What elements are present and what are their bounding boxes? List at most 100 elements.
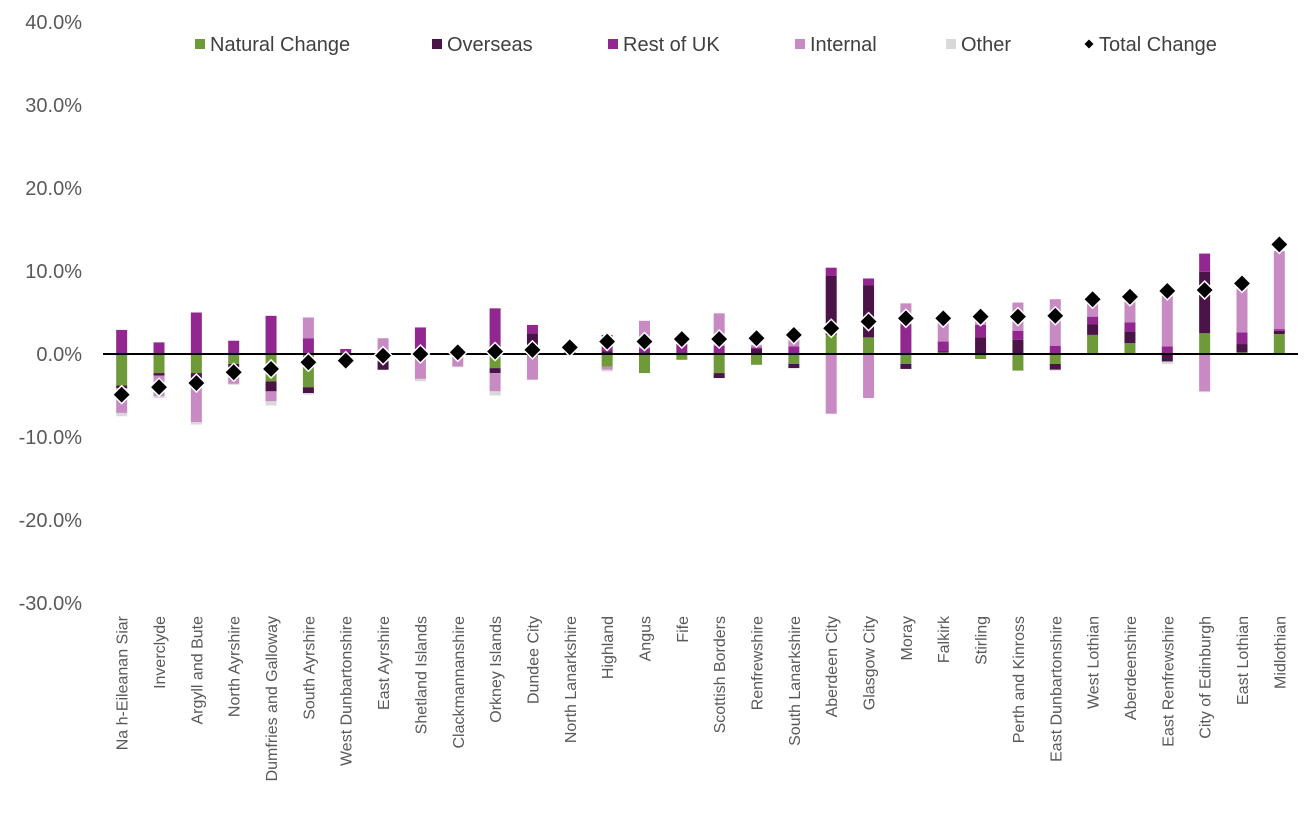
legend-label: Total Change	[1099, 34, 1217, 56]
legend-swatch	[946, 39, 956, 49]
bar-segment	[713, 345, 725, 354]
bar-segment	[228, 340, 240, 354]
bar-segment	[863, 337, 875, 354]
x-tick-label: South Lanarkshire	[787, 616, 804, 746]
bar-segment	[825, 334, 837, 354]
total-change-marker	[671, 328, 692, 350]
bar-segment	[1124, 343, 1136, 354]
total-change-marker	[223, 362, 244, 383]
bar-segment	[265, 381, 277, 392]
total-change-marker	[1157, 280, 1178, 301]
x-tick-label: North Ayrshire	[227, 616, 244, 717]
x-tick-label: Clackmannanshire	[451, 616, 468, 749]
y-tick-label: -20.0%	[19, 510, 83, 532]
bar-segment	[414, 378, 426, 382]
bar-segment	[1161, 295, 1173, 347]
bar-segment	[190, 354, 202, 374]
total-change-marker	[970, 306, 991, 327]
x-tick-label: City of Edinburgh	[1198, 616, 1215, 739]
bar-segment	[863, 278, 875, 286]
bar-segment	[228, 354, 240, 364]
legend-label: Natural Change	[210, 34, 350, 56]
bar-segment	[116, 354, 128, 386]
bar-segment	[1124, 295, 1136, 323]
total-change-marker	[1082, 289, 1103, 310]
x-tick-label: Argyll and Bute	[189, 616, 206, 725]
bar-segment	[863, 285, 875, 338]
bar-segment	[1087, 324, 1099, 335]
y-tick-label: 20.0%	[25, 178, 82, 200]
x-tick-label: Angus	[637, 616, 654, 661]
bar-segment	[116, 329, 128, 354]
x-tick-label: Fife	[675, 616, 692, 643]
bar-segment	[676, 354, 688, 360]
bar-segment	[601, 354, 613, 367]
total-change-marker	[522, 339, 543, 360]
x-tick-label: Scottish Borders	[712, 616, 729, 733]
total-change-markers	[111, 234, 1290, 405]
bar-segment	[1087, 334, 1099, 354]
x-tick-label: East Ayrshire	[376, 616, 393, 710]
bar-segment	[975, 337, 987, 354]
bar-segment	[190, 422, 202, 425]
x-tick-label: Inverclyde	[152, 616, 169, 689]
x-tick-label: Na h-Eileanan Siar	[115, 615, 132, 750]
bar-segment	[302, 338, 314, 354]
x-tick-label: East Lothian	[1235, 616, 1252, 705]
total-change-marker	[373, 345, 394, 366]
bar-segment	[116, 412, 128, 417]
bar-segment	[489, 373, 501, 392]
x-tick-label: Highland	[600, 616, 617, 679]
bar-segment	[937, 341, 949, 352]
x-tick-label: West Dunbartonshire	[339, 616, 356, 766]
total-change-marker	[410, 343, 431, 365]
total-change-marker	[746, 328, 767, 349]
legend: Natural Change Overseas Rest of UK Internal…	[195, 34, 1217, 56]
bar-segment	[1236, 332, 1248, 345]
bar-segment	[1012, 330, 1024, 340]
x-tick-label: North Lanarkshire	[563, 616, 580, 743]
bar-segment	[1273, 330, 1285, 335]
x-tick-label: Glasgow City	[862, 616, 879, 710]
bar-segment	[601, 351, 613, 354]
total-change-marker	[559, 337, 580, 358]
bar-segment	[1236, 344, 1248, 353]
bar-segment	[1012, 339, 1024, 354]
bar-segment	[1199, 271, 1211, 334]
bar-segment	[713, 354, 725, 374]
bar-segment	[526, 324, 538, 334]
total-change-marker	[858, 311, 879, 332]
bar-segment	[1199, 253, 1211, 272]
bar-segment	[788, 363, 800, 369]
bar-segment	[1161, 354, 1173, 362]
y-tick-label: 10.0%	[25, 261, 82, 283]
total-change-marker	[186, 372, 207, 394]
y-axis: 40.0% 30.0% 20.0% 10.0% 0.0% -10.0% -20.0% -30.…	[19, 12, 83, 615]
total-change-marker	[1269, 234, 1290, 255]
bar-segment	[414, 327, 426, 354]
total-change-marker	[895, 308, 916, 329]
bar-segment	[1049, 369, 1061, 371]
x-tick-label: South Ayrshire	[301, 616, 318, 720]
bar-segment	[1161, 346, 1173, 354]
x-tick-label: Dumfries and Galloway	[264, 616, 281, 781]
bar-segment	[788, 354, 800, 364]
total-change-marker	[1119, 286, 1141, 307]
bar-segment	[1199, 333, 1211, 354]
bar-segment	[788, 346, 800, 354]
total-change-marker	[335, 350, 356, 371]
x-tick-label: Orkney Islands	[488, 616, 505, 723]
bar-segment	[228, 383, 240, 385]
bar-segment	[1049, 354, 1061, 364]
x-tick-label: East Dunbartonshire	[1048, 616, 1065, 762]
bar-segment	[900, 363, 912, 369]
x-tick-label: Renfrewshire	[750, 616, 767, 710]
legend-label: Other	[961, 34, 1011, 56]
x-tick-label: Midlothian	[1272, 616, 1289, 689]
bar-segment	[153, 354, 165, 374]
x-tick-label: Aberdeenshire	[1123, 616, 1140, 720]
total-change-marker	[821, 318, 842, 339]
y-tick-label: 40.0%	[25, 12, 82, 34]
bar-segment	[937, 351, 949, 353]
